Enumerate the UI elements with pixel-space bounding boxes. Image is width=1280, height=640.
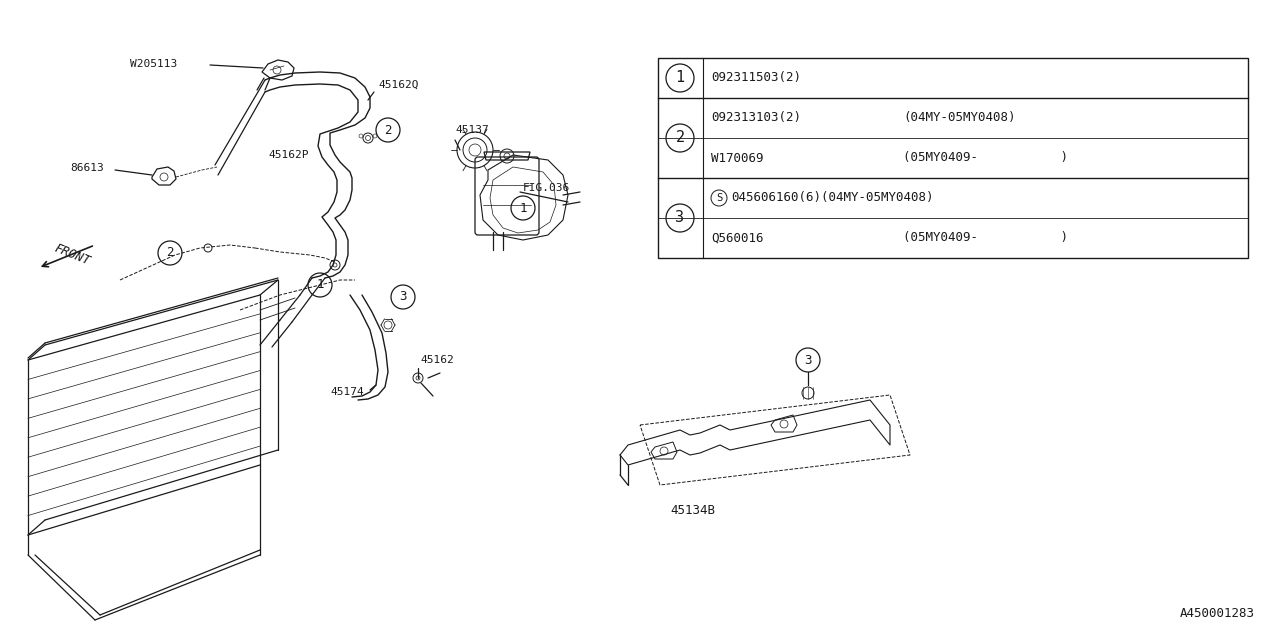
- Text: A450001283: A450001283: [1180, 607, 1254, 620]
- Text: FIG.036: FIG.036: [524, 183, 571, 193]
- Text: Q560016: Q560016: [710, 232, 763, 244]
- Text: W170069: W170069: [710, 152, 763, 164]
- Text: 3: 3: [676, 211, 685, 225]
- Text: 3: 3: [399, 291, 407, 303]
- Text: FRONT: FRONT: [52, 242, 92, 268]
- Text: S: S: [716, 193, 722, 203]
- Text: 45174: 45174: [330, 387, 364, 397]
- Text: (05MY0409-           ): (05MY0409- ): [902, 152, 1068, 164]
- Text: 092313103(2): 092313103(2): [710, 111, 801, 125]
- Text: 1: 1: [316, 278, 324, 291]
- Text: 045606160(6)(04MY-05MY0408): 045606160(6)(04MY-05MY0408): [731, 191, 933, 205]
- Text: 3: 3: [804, 353, 812, 367]
- Text: 2: 2: [676, 131, 685, 145]
- Text: W205113: W205113: [131, 59, 177, 69]
- Text: 45162Q: 45162Q: [378, 80, 419, 90]
- Text: (04MY-05MY0408): (04MY-05MY0408): [902, 111, 1015, 125]
- Text: 45137: 45137: [454, 125, 489, 135]
- Text: 45162P: 45162P: [268, 150, 308, 160]
- Text: 2: 2: [384, 124, 392, 136]
- Text: 092311503(2): 092311503(2): [710, 72, 801, 84]
- Text: 86613: 86613: [70, 163, 104, 173]
- Text: 1: 1: [676, 70, 685, 86]
- Text: 1: 1: [520, 202, 527, 214]
- Text: 45162: 45162: [420, 355, 453, 365]
- Text: 45134B: 45134B: [669, 504, 716, 516]
- Text: (05MY0409-           ): (05MY0409- ): [902, 232, 1068, 244]
- Text: 2: 2: [166, 246, 174, 259]
